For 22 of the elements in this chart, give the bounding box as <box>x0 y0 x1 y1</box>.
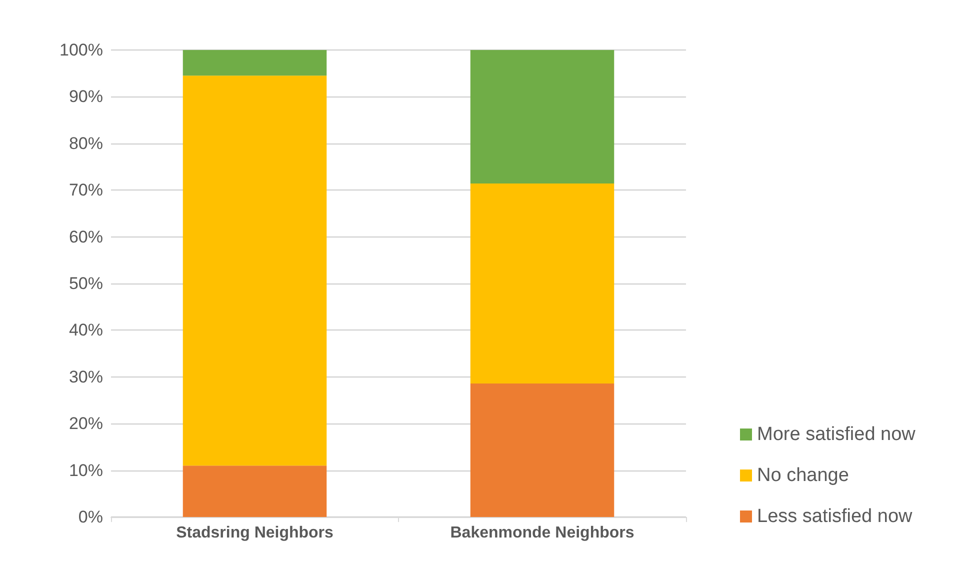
legend-label: Less satisfied now <box>757 506 913 527</box>
y-tick-label: 60% <box>68 227 103 246</box>
bar <box>470 50 614 184</box>
bar <box>182 50 327 76</box>
y-tick-label: 20% <box>68 414 103 434</box>
bar <box>470 184 614 384</box>
bar <box>470 383 614 517</box>
y-tick-label: 40% <box>68 320 103 340</box>
y-tick-label: 10% <box>68 460 103 480</box>
y-tick-label: 80% <box>68 134 103 153</box>
y-tick-label: 50% <box>68 274 103 293</box>
y-tick-label: 90% <box>68 87 103 106</box>
y-tick-label: 70% <box>68 180 103 200</box>
y-tick-label: 0% <box>78 508 103 526</box>
y-tick-label: 30% <box>68 367 103 386</box>
legend-label: No change <box>757 465 849 486</box>
bar <box>182 76 327 466</box>
legend-label: More satisfied now <box>757 424 916 445</box>
bar <box>182 466 327 517</box>
y-tick-label: 100% <box>60 40 103 60</box>
x-tick-label: Stadsring Neighbors <box>176 524 334 542</box>
x-tick-label: Bakenmonde Neighbors <box>450 524 634 542</box>
